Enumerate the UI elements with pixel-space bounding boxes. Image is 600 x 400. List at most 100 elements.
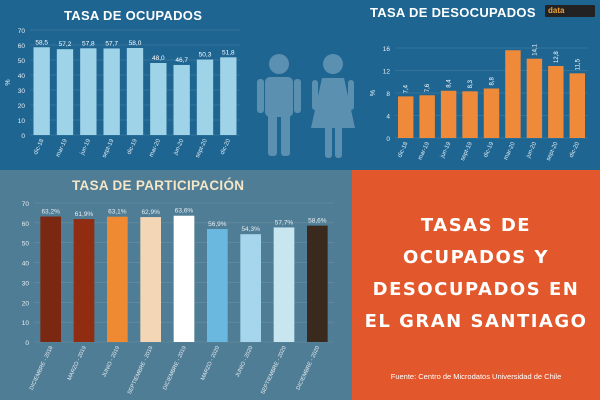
title-box xyxy=(352,170,600,400)
x-tick-label: dic-19 xyxy=(126,138,139,156)
data-label: 58,6% xyxy=(308,218,327,225)
x-tick-label: sept-19 xyxy=(102,138,116,159)
bar xyxy=(419,95,435,138)
bar xyxy=(440,90,457,138)
bar xyxy=(220,57,237,135)
data-label: 8,8 xyxy=(490,76,496,85)
data-label: 56,9% xyxy=(208,221,227,228)
data-label: 63,6% xyxy=(175,208,194,215)
y-tick-label: 12 xyxy=(383,69,391,76)
data-label: 62,9% xyxy=(141,209,160,216)
x-tick-label: JUNIO - 2019 xyxy=(101,345,121,378)
bar xyxy=(107,216,128,342)
y-tick-label: 30 xyxy=(22,280,30,287)
bar xyxy=(173,64,190,135)
x-tick-label: jun-19 xyxy=(440,141,453,160)
bar xyxy=(80,48,97,135)
data-label: 14,1 xyxy=(532,43,538,55)
ocupados-chart: 0 10 20 30 40 50 60 70% 58,5 dic-18 57,2 mar-19 57,8… xyxy=(5,28,240,159)
y-tick-label: 20 xyxy=(22,300,30,307)
bar xyxy=(207,229,228,342)
participacion-chart: 0 10 20 30 40 50 60 70 63,2% DICIEMBRE - 2018 61,9… xyxy=(22,201,334,395)
data-label: 8,3 xyxy=(468,79,474,88)
data-label: 51,8 xyxy=(222,49,235,56)
x-tick-label: jun-20 xyxy=(173,138,186,157)
y-tick-label: 70 xyxy=(18,28,26,35)
x-tick-label: dic-20 xyxy=(220,138,233,156)
x-tick-label: DICIEMBRE - 2020 xyxy=(296,345,322,391)
bar xyxy=(240,234,261,342)
bar xyxy=(73,219,95,342)
x-tick-label: MARZO - 2020 xyxy=(200,345,221,381)
x-tick-label: DICIEMBRE - 2018 xyxy=(29,345,55,391)
data-label: 46,7 xyxy=(175,57,188,64)
bar xyxy=(462,91,478,138)
data-label: 54,3% xyxy=(241,226,260,233)
x-tick-label: sept-20 xyxy=(546,141,560,162)
y-tick-label: 8 xyxy=(386,91,390,98)
y-tick-label: 10 xyxy=(22,320,30,327)
y-tick-label: 60 xyxy=(22,221,30,228)
bar xyxy=(173,215,195,342)
y-tick-label: 10 xyxy=(18,118,26,125)
bar xyxy=(569,73,585,138)
ocupados-title: TASA DE OCUPADOS xyxy=(64,8,203,23)
data-label: 57,7% xyxy=(275,219,294,226)
main-title: TASAS DE OCUPADOS Y DESOCUPADOS EN EL GR… xyxy=(352,210,600,338)
desocupados-title: TASA DE DESOCUPADOS xyxy=(370,5,536,20)
x-tick-label: mar-19 xyxy=(418,141,432,161)
main-title-line: DESOCUPADOS EN xyxy=(372,279,580,300)
y-tick-label: 0 xyxy=(386,136,390,143)
data-label: 50,3 xyxy=(199,52,212,59)
y-tick-label: 16 xyxy=(383,46,391,53)
data-label: 61,9% xyxy=(75,211,94,218)
data-label: 7,4 xyxy=(404,84,410,93)
bar xyxy=(398,96,414,138)
woman-icon xyxy=(311,54,355,158)
bar xyxy=(526,58,543,138)
data-label: 57,7 xyxy=(105,40,118,47)
brand-logo: data xyxy=(545,5,595,17)
y-tick-label: 50 xyxy=(22,241,30,248)
bar xyxy=(126,48,144,135)
bar xyxy=(40,216,61,342)
bar xyxy=(196,59,214,135)
x-tick-label: DICIEMBRE - 2019 xyxy=(162,345,188,391)
bar xyxy=(103,48,120,136)
x-tick-label: dic-18 xyxy=(397,141,410,159)
desocupados-chart: 0 4 8 12 16% 7,4 dic-18 7,6 mar-19 8,4 jun-19 8,3 se… xyxy=(370,43,588,162)
data-label: 57,2 xyxy=(59,41,72,48)
x-tick-label: sept-20 xyxy=(195,138,209,159)
bar xyxy=(56,49,74,136)
data-label: 63,1% xyxy=(108,209,127,216)
x-tick-label: dic-18 xyxy=(33,138,46,156)
bar xyxy=(150,63,167,135)
x-tick-label: JUNIO - 2020 xyxy=(235,345,255,378)
data-label: 48,0 xyxy=(152,55,165,62)
y-tick-label: 0 xyxy=(21,133,25,140)
x-tick-label: SEPTIEMBRE - 2019 xyxy=(127,345,155,395)
participacion-title: TASA DE PARTICIPACIÓN xyxy=(72,178,245,193)
bar xyxy=(483,88,500,138)
x-tick-label: dic-20 xyxy=(569,141,582,159)
y-axis-label: % xyxy=(5,79,12,85)
bar xyxy=(140,217,161,342)
main-title-line: TASAS DE xyxy=(420,215,532,236)
bar xyxy=(33,47,50,135)
y-tick-label: 40 xyxy=(18,73,26,80)
y-tick-label: 40 xyxy=(22,261,30,268)
data-label: 57,8 xyxy=(82,40,95,47)
y-tick-label: 60 xyxy=(18,43,26,50)
data-label: 58,5 xyxy=(35,39,48,46)
data-label: 12,8 xyxy=(554,51,560,63)
main-title-line: EL GRAN SANTIAGO xyxy=(364,311,588,332)
bar xyxy=(273,227,295,342)
y-tick-label: 0 xyxy=(25,340,29,347)
data-label: 63,2% xyxy=(41,209,60,216)
people-illustration xyxy=(257,54,355,158)
y-tick-label: 50 xyxy=(18,58,26,65)
logo-text: data xyxy=(548,6,565,15)
x-tick-label: SEPTIEMBRE - 2020 xyxy=(260,345,288,395)
bar xyxy=(548,66,564,138)
x-tick-label: mar-20 xyxy=(503,141,517,161)
